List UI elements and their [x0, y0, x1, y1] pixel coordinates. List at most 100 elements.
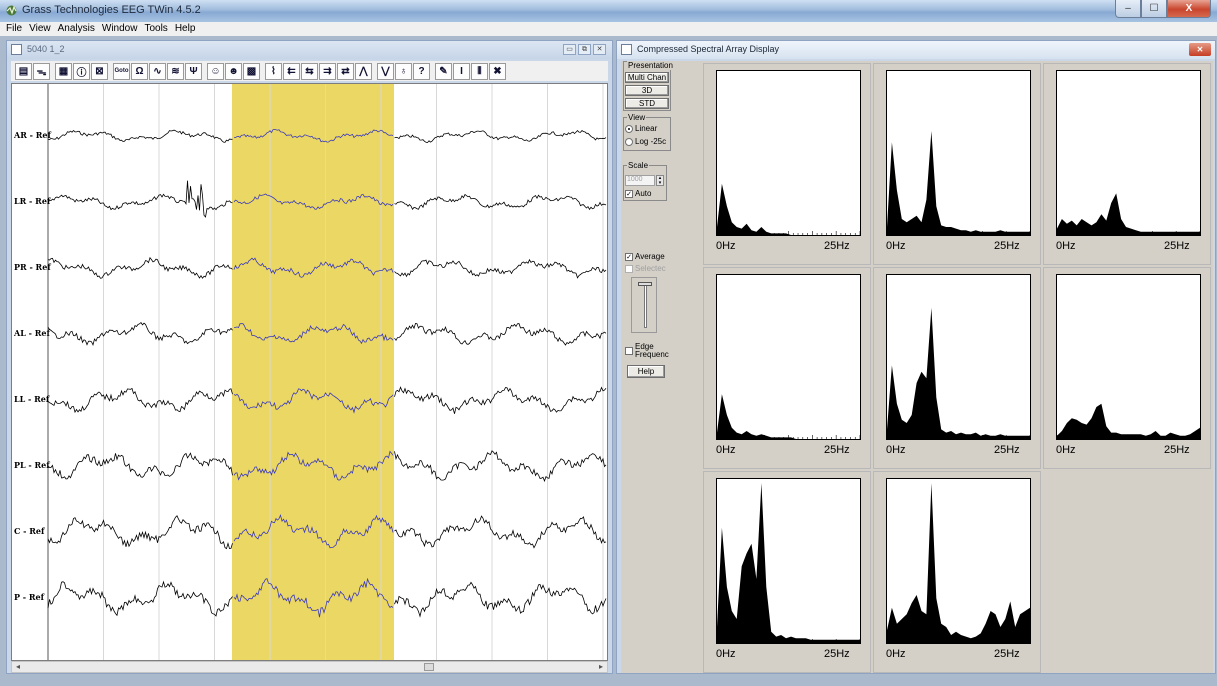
lf-left-button[interactable]: ⇆: [301, 62, 318, 80]
view-label: View: [627, 113, 647, 122]
spectrum-plot-area: [886, 478, 1031, 644]
document-icon: [11, 44, 22, 55]
axis-max-label: 25Hz: [824, 240, 850, 252]
close-button[interactable]: X: [1167, 0, 1211, 18]
csa-close-button[interactable]: ✕: [1189, 43, 1211, 56]
menu-view[interactable]: View: [29, 23, 51, 34]
spectrum-plot-area: [716, 70, 861, 236]
edge-frequency-checkbox[interactable]: Edge Frequenc: [625, 343, 669, 359]
spectrum-area: [1057, 403, 1200, 439]
help-button[interactable]: Help: [627, 365, 665, 378]
minimize-button[interactable]: –: [1115, 0, 1141, 18]
maximize-button[interactable]: ☐: [1141, 0, 1167, 18]
axis-min-label: 0Hz: [886, 444, 906, 456]
auto-checkbox[interactable]: ✓ Auto: [625, 189, 651, 198]
spectrum-panel[interactable]: 0Hz 25Hz: [1043, 63, 1211, 265]
axis-min-label: 0Hz: [716, 648, 736, 660]
key-button[interactable]: ?: [413, 62, 430, 80]
checkbox-empty-icon: [625, 347, 633, 355]
average-checkbox[interactable]: ✓ Average: [625, 252, 665, 261]
waveform-button[interactable]: ∿: [149, 62, 166, 80]
scale-label: Scale: [627, 161, 650, 170]
info-button[interactable]: ⓘ: [73, 62, 90, 80]
spectrum-panel[interactable]: 0Hz 25Hz: [873, 63, 1041, 265]
zoom-button[interactable]: ⊠: [91, 62, 108, 80]
slider-thumb[interactable]: [638, 282, 652, 286]
channel-label: LR - Ref: [14, 196, 51, 206]
selected-eeg-trace: [233, 193, 394, 210]
bulb-button[interactable]: ♁: [395, 62, 412, 80]
log-radio[interactable]: Log -25c: [625, 137, 666, 146]
scroll-left-icon[interactable]: ◂: [16, 662, 21, 671]
scroll-thumb[interactable]: [424, 663, 434, 671]
lf-left-icon: ⇆: [305, 65, 314, 77]
spectrum-panel[interactable]: 0Hz 25Hz: [703, 267, 871, 469]
horizontal-scrollbar[interactable]: ◂ ▸: [11, 661, 608, 673]
menu-window[interactable]: Window: [101, 23, 138, 34]
app-title: Grass Technologies EEG TWin 4.5.2: [22, 4, 201, 16]
marker-button[interactable]: ✎: [435, 62, 452, 80]
axis-max-label: 25Hz: [994, 444, 1020, 456]
spectrum-plot-area: [1056, 70, 1201, 236]
scale-input[interactable]: 1000: [625, 175, 655, 186]
grid-button[interactable]: ▩: [243, 62, 260, 80]
menu-tools[interactable]: Tools: [144, 23, 168, 34]
filter-button[interactable]: Ψ: [185, 62, 202, 80]
eeg-trace: [394, 129, 607, 144]
scroll-right-icon[interactable]: ▸: [598, 662, 603, 671]
child-close-button[interactable]: ✕: [593, 44, 606, 55]
spectrum-panel[interactable]: 0Hz 25Hz: [873, 267, 1041, 469]
spectrum-panel[interactable]: 0Hz 25Hz: [1043, 267, 1211, 469]
multi-chan-button[interactable]: Multi Chan: [625, 72, 669, 83]
channel-label: C - Ref: [14, 526, 45, 536]
eeg-window-title-bar: 5040 1_2 ▭ ⧉ ✕: [7, 41, 612, 59]
spectrum-area: [887, 307, 1030, 439]
selection-region[interactable]: [232, 84, 394, 660]
child-restore-button[interactable]: ⧉: [578, 44, 591, 55]
properties-button[interactable]: ▤: [15, 62, 32, 80]
hf-button[interactable]: ⇉: [319, 62, 336, 80]
3d-button[interactable]: 3D: [625, 85, 669, 96]
multi-wave-button[interactable]: ≋: [167, 62, 184, 80]
lf-button[interactable]: ⇇: [283, 62, 300, 80]
bulb-icon: ♁: [399, 65, 408, 77]
spectrum-panel[interactable]: 0Hz 25Hz: [703, 63, 871, 265]
menu-file[interactable]: File: [6, 23, 23, 34]
eeg-trace-area[interactable]: AR - Ref LR - Ref PR - Ref AL - Ref LL - Ref…: [11, 83, 608, 661]
ekg-button[interactable]: ⌇: [265, 62, 282, 80]
notes-button[interactable]: ▦: [55, 62, 72, 80]
columns-button[interactable]: ⦀: [471, 62, 488, 80]
cursor-icon: I: [460, 65, 463, 77]
eeg-trace: [394, 258, 607, 279]
marker-icon: ✎: [439, 65, 448, 77]
spectrum-plot-area: [1056, 274, 1201, 440]
spike-button[interactable]: ⋀: [355, 62, 372, 80]
head-button[interactable]: ☺: [207, 62, 224, 80]
impedance-button[interactable]: Ω: [131, 62, 148, 80]
menu-help[interactable]: Help: [174, 23, 196, 34]
eeg-trace: [47, 452, 233, 480]
spike-alt-button[interactable]: ⋁: [377, 62, 394, 80]
menu-analysis[interactable]: Analysis: [57, 23, 95, 34]
spectrum-panel[interactable]: 0Hz 25Hz: [873, 471, 1041, 673]
spectrum-panel[interactable]: 0Hz 25Hz: [703, 471, 871, 673]
linear-radio[interactable]: Linear: [625, 124, 657, 133]
hf-left-icon: ⇄: [341, 65, 350, 77]
checkbox-checked-icon: ✓: [625, 252, 633, 261]
scale-spinner[interactable]: ▴ ▾: [656, 175, 664, 186]
goto-button[interactable]: Goto: [113, 62, 130, 80]
close-x-button[interactable]: ✖: [489, 62, 506, 80]
mdi-workspace: 5040 1_2 ▭ ⧉ ✕ ▤ ᯓ ▦ ⓘ ⊠ Goto Ω ∿ ≋ Ψ ☺ ☻ ▩ ⌇ ⇇ ⇆ ⇉ ⇄ ⋀ ⋁ ♁?…: [0, 36, 1217, 676]
frequency-slider[interactable]: [631, 277, 657, 333]
montage-button[interactable]: ᯓ: [33, 62, 50, 80]
hf-left-button[interactable]: ⇄: [337, 62, 354, 80]
persons-button[interactable]: ☻: [225, 62, 242, 80]
cursor-button[interactable]: I: [453, 62, 470, 80]
spectrum-svg: [1056, 193, 1201, 235]
std-button[interactable]: STD: [625, 98, 669, 109]
channel-label: P - Ref: [14, 592, 45, 602]
key-icon: ?: [418, 65, 425, 77]
spectrum-area: [887, 483, 1030, 643]
child-minimize-button[interactable]: ▭: [563, 44, 576, 55]
channel-label: PL - Ref: [14, 460, 50, 470]
